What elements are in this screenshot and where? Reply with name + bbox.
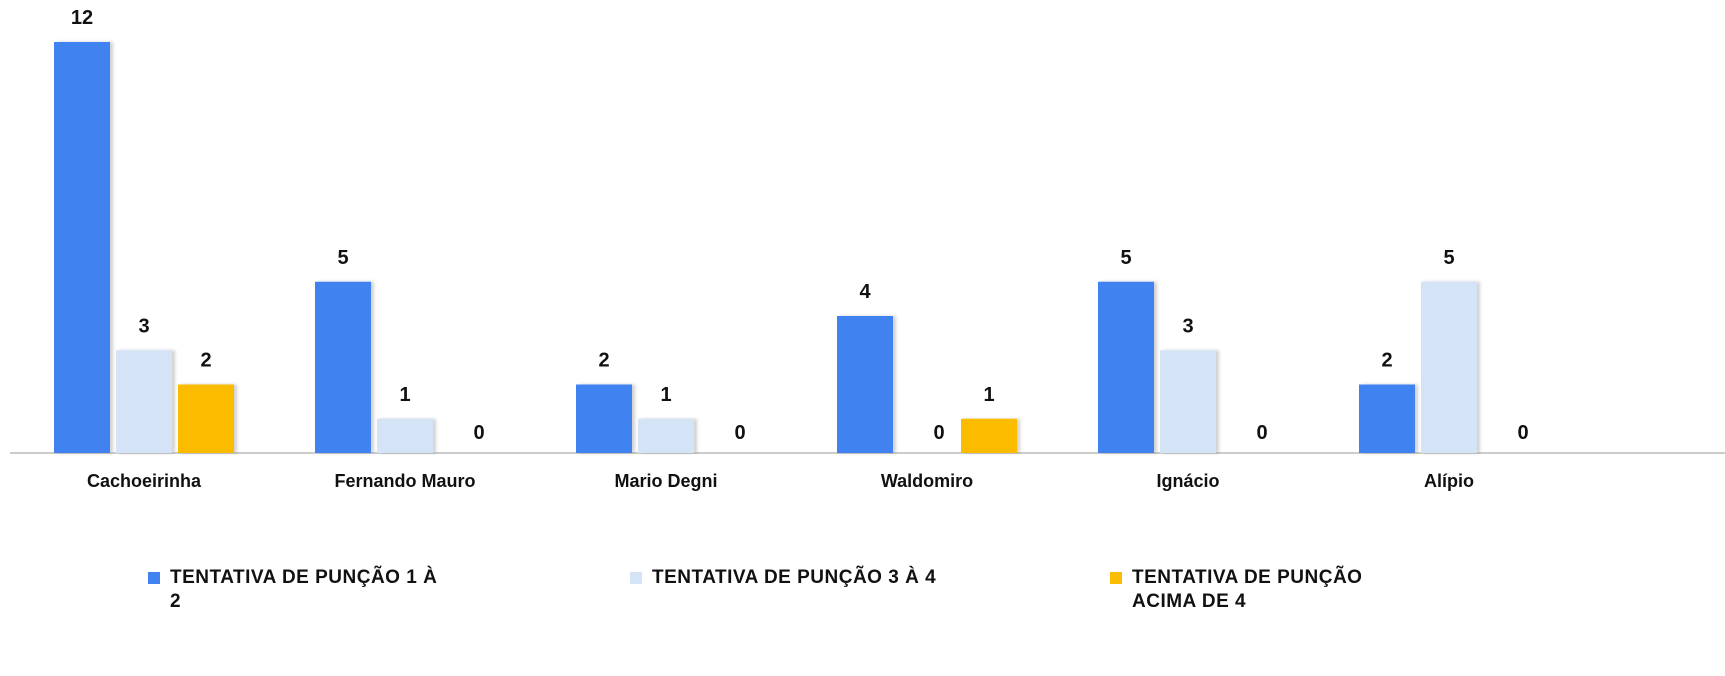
bar	[377, 418, 433, 453]
value-label: 2	[200, 350, 211, 372]
legend-label: TENTATIVA DE PUNÇÃO 3 À 4	[652, 567, 937, 588]
x-tick-label: Cachoeirinha	[87, 471, 202, 491]
x-tick-label: Mario Degni	[614, 471, 717, 491]
value-label: 0	[473, 422, 484, 444]
x-tick-label: Waldomiro	[881, 471, 973, 491]
legend-label: TENTATIVA DE PUNÇÃO ACIMA DE 4	[1132, 567, 1363, 612]
value-label: 0	[1517, 422, 1528, 444]
value-label: 2	[598, 350, 609, 372]
bar	[54, 42, 110, 453]
x-tick-label: Fernando Mauro	[334, 471, 475, 491]
value-label: 1	[983, 384, 994, 406]
value-label: 3	[138, 315, 149, 337]
value-label: 1	[660, 384, 671, 406]
legend-entry: TENTATIVA DE PUNÇÃO 1 À 2	[148, 566, 448, 614]
value-label: 0	[734, 422, 745, 444]
legend-label: TENTATIVA DE PUNÇÃO 1 À 2	[170, 567, 438, 612]
bar	[1160, 350, 1216, 453]
legend-swatch	[630, 572, 642, 584]
value-label: 1	[399, 384, 410, 406]
value-label: 0	[933, 422, 944, 444]
bar	[1421, 281, 1477, 453]
legend-entry: TENTATIVA DE PUNÇÃO ACIMA DE 4	[1110, 566, 1410, 614]
value-label: 2	[1381, 350, 1392, 372]
value-label: 5	[1443, 247, 1454, 269]
value-label: 12	[71, 7, 93, 29]
value-label: 3	[1182, 315, 1193, 337]
value-label: 4	[859, 281, 871, 303]
value-label: 0	[1256, 422, 1267, 444]
bar	[837, 316, 893, 453]
value-label: 5	[337, 247, 348, 269]
bar	[576, 384, 632, 453]
x-tick-label: Ignácio	[1156, 471, 1219, 491]
legend-entry: TENTATIVA DE PUNÇÃO 3 À 4	[630, 566, 1050, 590]
bar	[178, 384, 234, 453]
x-tick-label: Alípio	[1424, 471, 1474, 491]
value-label: 5	[1120, 247, 1131, 269]
bar	[315, 281, 371, 453]
legend-swatch	[148, 572, 160, 584]
legend-swatch	[1110, 572, 1122, 584]
bar	[116, 350, 172, 453]
bar	[1098, 281, 1154, 453]
bar	[638, 418, 694, 453]
bar	[1359, 384, 1415, 453]
bar	[961, 418, 1017, 453]
